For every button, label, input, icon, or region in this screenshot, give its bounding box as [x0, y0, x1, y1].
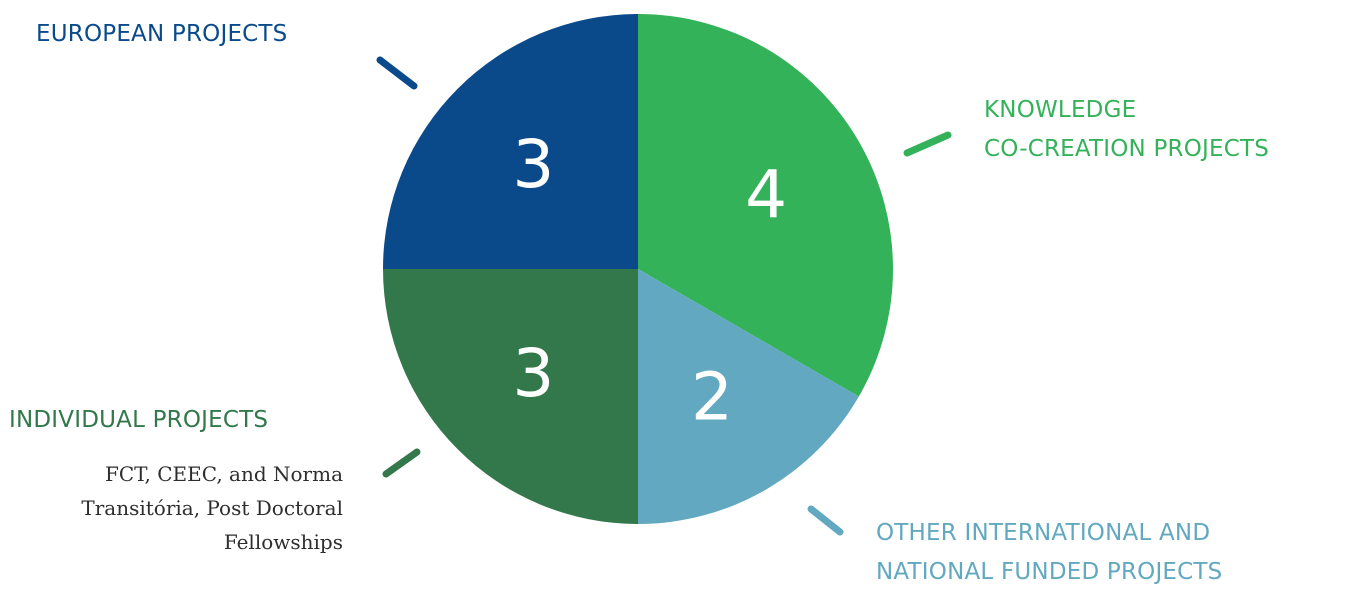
- pie-slice-2: [383, 269, 638, 524]
- connector-line-0: [376, 56, 418, 90]
- legend-knowledge-line1: KNOWLEDGE: [984, 97, 1137, 123]
- pie-value-label-0: 4: [745, 157, 787, 234]
- pie-slice-0: [638, 14, 894, 397]
- label-connectors: [376, 56, 952, 536]
- description-line-3: Fellowships: [223, 530, 343, 554]
- legend-knowledge-co-creation-projects: KNOWLEDGE CO-CREATION PROJECTS: [984, 91, 1269, 169]
- pie-value-label-2: 3: [512, 335, 554, 412]
- legend-knowledge-line2: CO-CREATION PROJECTS: [984, 136, 1270, 162]
- legend-european-projects: EUROPEAN PROJECTS: [36, 21, 288, 47]
- legend-other-line1: OTHER INTERNATIONAL AND: [876, 520, 1211, 546]
- connector-line-3: [807, 505, 844, 536]
- connector-line-1: [903, 131, 952, 157]
- legend-other-international-national-projects: OTHER INTERNATIONAL AND NATIONAL FUNDED …: [876, 514, 1222, 592]
- pie-slice-3: [383, 14, 638, 269]
- legend-individual-projects: INDIVIDUAL PROJECTS: [9, 407, 269, 433]
- individual-projects-description: FCT, CEEC, and Norma Transitória, Post D…: [0, 457, 343, 559]
- connector-line-2: [382, 448, 421, 478]
- pie-value-labels: 4 2 3 3: [512, 126, 787, 436]
- description-line-2: Transitória, Post Doctoral: [81, 496, 343, 520]
- pie-slices: [383, 14, 894, 524]
- pie-slice-1: [638, 269, 859, 524]
- description-line-1: FCT, CEEC, and Norma: [104, 462, 343, 486]
- legend-other-line2: NATIONAL FUNDED PROJECTS: [876, 559, 1223, 585]
- pie-value-label-3: 3: [512, 126, 554, 203]
- pie-value-label-1: 2: [691, 359, 733, 436]
